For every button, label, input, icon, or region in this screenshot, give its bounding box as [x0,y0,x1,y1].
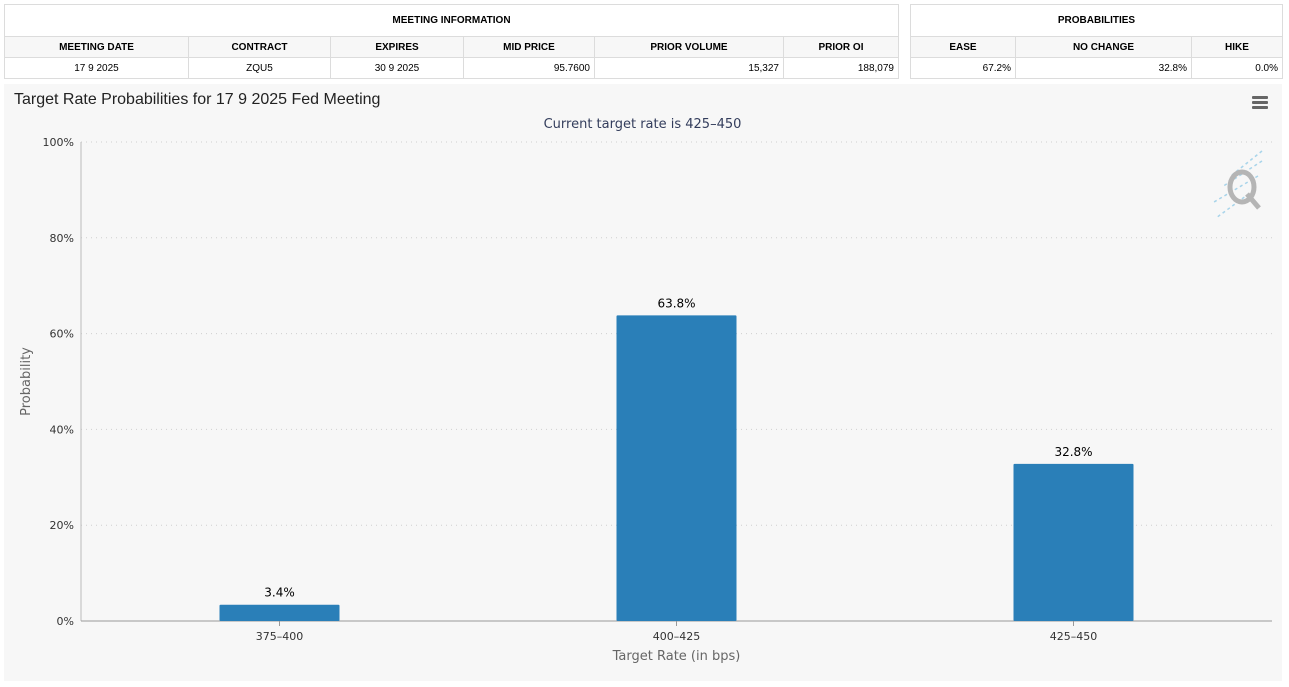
y-tick-label: 100% [43,136,74,149]
value-meeting-date: 17 9 2025 [4,57,189,79]
y-tick-label: 40% [50,423,74,436]
menu-icon[interactable] [1252,96,1268,109]
bar-400-425 [616,315,737,621]
header-mid-price: MID PRICE [463,36,595,58]
chart-title: Target Rate Probabilities for 17 9 2025 … [14,91,381,108]
data-label: 32.8% [1054,445,1092,459]
header-ease: EASE [910,36,1016,58]
value-no-change: 32.8% [1015,57,1192,79]
y-axis-title: Probability [19,347,34,416]
value-ease: 67.2% [910,57,1016,79]
bar-375-400 [219,604,340,621]
value-hike: 0.0% [1191,57,1283,79]
x-tick-label: 375–400 [256,630,304,643]
chart-panel: Current target rate is 425–450 0% 20% 40% 60… [4,84,1282,681]
meeting-information-table: MEETING INFORMATION MEETING DATE CONTRAC… [4,4,899,79]
header-prior-volume: PRIOR VOLUME [594,36,784,58]
value-expires: 30 9 2025 [330,57,464,79]
header-no-change: NO CHANGE [1015,36,1192,58]
data-label: 63.8% [657,296,695,310]
header-expires: EXPIRES [330,36,464,58]
probabilities-title: PROBABILITIES [910,4,1283,37]
value-contract: ZQU5 [188,57,331,79]
chart-subtitle: Current target rate is 425–450 [544,117,742,132]
bar-chart: Current target rate is 425–450 0% 20% 40% 60… [19,117,1272,664]
x-tick-label: 400–425 [653,630,701,643]
watermark-q-icon [1213,150,1263,219]
x-tick-label: 425–450 [1050,630,1098,643]
x-axis-title: Target Rate (in bps) [612,649,741,664]
y-tick-label: 0% [57,615,74,628]
header-meeting-date: MEETING DATE [4,36,189,58]
header-contract: CONTRACT [188,36,331,58]
header-hike: HIKE [1191,36,1283,58]
y-tick-label: 60% [50,328,74,341]
value-mid-price: 95.7600 [463,57,595,79]
probabilities-table: PROBABILITIES EASE NO CHANGE HIKE 67.2% … [910,4,1283,79]
bar-425-450 [1013,463,1134,621]
value-prior-oi: 188,079 [783,57,899,79]
header-prior-oi: PRIOR OI [783,36,899,58]
data-label: 3.4% [264,586,295,600]
y-tick-label: 20% [50,519,74,532]
y-tick-label: 80% [50,232,74,245]
meeting-information-title: MEETING INFORMATION [4,4,899,37]
value-prior-volume: 15,327 [594,57,784,79]
